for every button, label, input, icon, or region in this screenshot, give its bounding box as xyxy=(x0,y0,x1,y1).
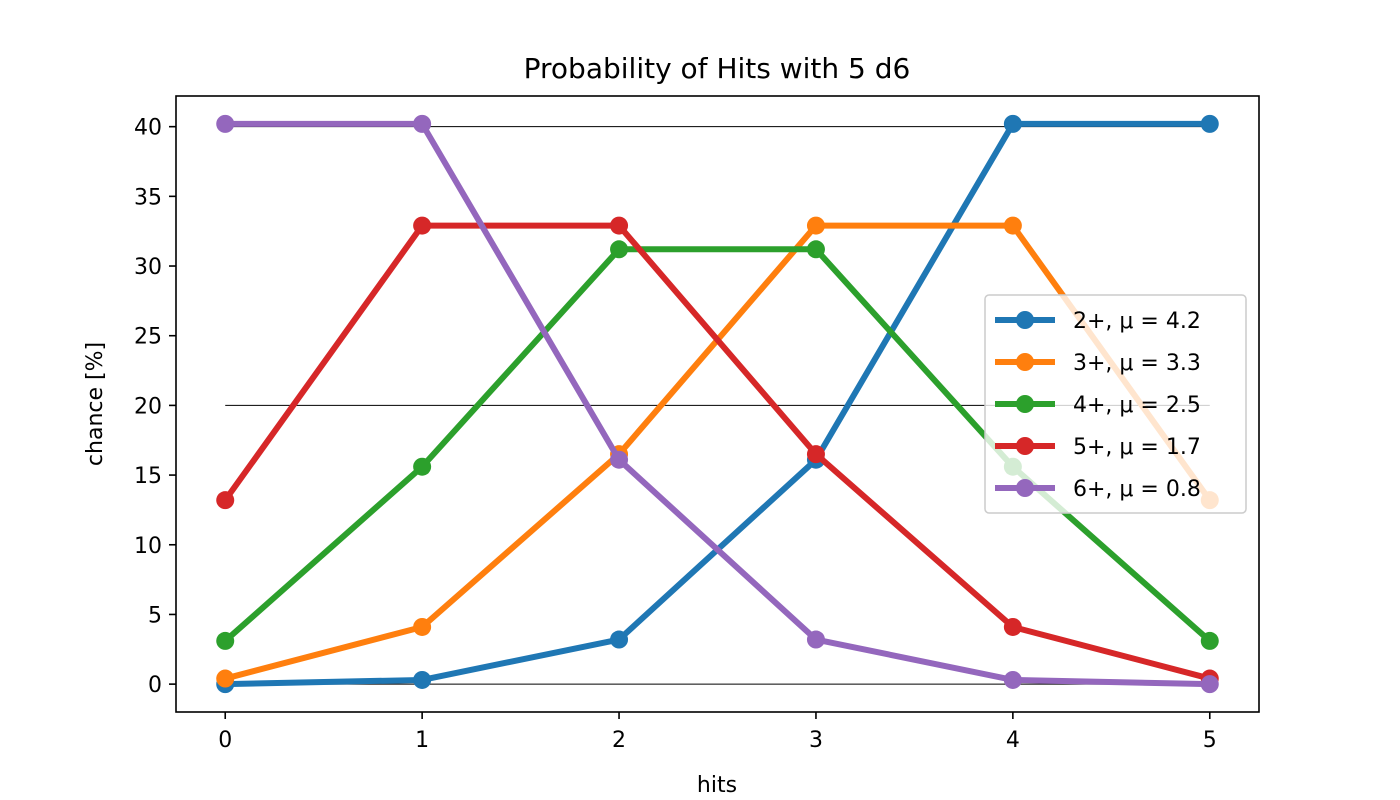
y-axis-title: chance [%] xyxy=(83,342,108,466)
data-point xyxy=(1200,675,1219,694)
data-point xyxy=(413,670,432,689)
data-point xyxy=(1003,617,1022,636)
legend-label: 5+, μ = 1.7 xyxy=(1073,435,1201,460)
x-tick-label: 1 xyxy=(415,728,429,753)
data-point xyxy=(610,216,629,235)
legend-marker xyxy=(1016,479,1034,497)
y-tick-label: 25 xyxy=(134,325,162,350)
data-point xyxy=(413,114,432,133)
y-tick-label: 40 xyxy=(134,116,162,141)
legend-label: 4+, μ = 2.5 xyxy=(1073,393,1201,418)
y-tick-label: 10 xyxy=(134,534,162,559)
series-line-4 xyxy=(222,222,1211,682)
data-point xyxy=(1003,114,1022,133)
legend: 2+, μ = 4.2 3+, μ = 3.3 4+, μ = 2.5 5+, μ =… xyxy=(984,294,1247,514)
data-point xyxy=(413,617,432,636)
x-tick-label: 4 xyxy=(1006,728,1020,753)
legend-marker xyxy=(1016,437,1034,455)
y-tick-label: 0 xyxy=(148,673,162,698)
data-point xyxy=(1200,114,1219,133)
data-point xyxy=(216,114,235,133)
legend-label: 2+, μ = 4.2 xyxy=(1073,309,1201,334)
data-point xyxy=(216,669,235,688)
data-point xyxy=(1003,670,1022,689)
y-tick-label: 35 xyxy=(134,185,162,210)
data-point xyxy=(413,216,432,235)
data-point xyxy=(1200,631,1219,650)
data-point xyxy=(413,457,432,476)
legend-marker xyxy=(1016,353,1034,371)
y-tick-label: 30 xyxy=(134,255,162,280)
data-point xyxy=(610,450,629,469)
y-tick-label: 20 xyxy=(134,394,162,419)
data-point xyxy=(806,630,825,649)
x-axis-title: hits xyxy=(697,773,737,798)
legend-box xyxy=(984,294,1247,514)
y-tick-label: 5 xyxy=(148,603,162,628)
axes-frame xyxy=(175,95,1260,713)
legend-marker xyxy=(1016,311,1034,329)
chart-title: Probability of Hits with 5 d6 xyxy=(524,52,911,85)
x-tick-label: 5 xyxy=(1203,728,1217,753)
x-tick-label: 0 xyxy=(218,728,232,753)
data-point xyxy=(1003,216,1022,235)
legend-label: 3+, μ = 3.3 xyxy=(1073,351,1201,376)
data-point xyxy=(806,240,825,259)
x-tick-label: 3 xyxy=(809,728,823,753)
data-point xyxy=(216,491,235,510)
y-tick-label: 15 xyxy=(134,464,162,489)
legend-marker xyxy=(1016,395,1034,413)
data-point xyxy=(806,445,825,464)
data-point xyxy=(610,240,629,259)
data-point xyxy=(216,631,235,650)
data-point xyxy=(610,630,629,649)
x-tick-label: 2 xyxy=(612,728,626,753)
legend-label: 6+, μ = 0.8 xyxy=(1073,477,1201,502)
series-line-5 xyxy=(225,120,1210,688)
data-point xyxy=(806,216,825,235)
